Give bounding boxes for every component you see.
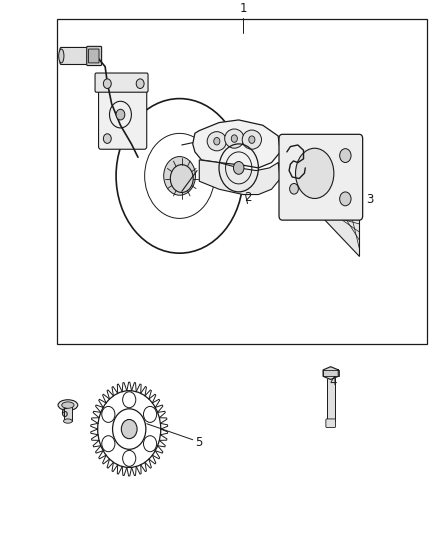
Text: 4: 4	[329, 375, 337, 387]
Circle shape	[231, 135, 237, 142]
Ellipse shape	[58, 400, 78, 410]
Bar	[64, 405, 72, 421]
Circle shape	[121, 419, 137, 439]
Circle shape	[340, 192, 351, 206]
Ellipse shape	[296, 148, 334, 198]
Ellipse shape	[62, 402, 74, 408]
Circle shape	[249, 136, 255, 143]
Bar	[57, 19, 427, 344]
Circle shape	[233, 161, 244, 174]
Circle shape	[164, 157, 195, 195]
Bar	[323, 370, 339, 376]
FancyBboxPatch shape	[279, 134, 363, 220]
Polygon shape	[193, 120, 280, 168]
Ellipse shape	[242, 130, 261, 149]
FancyBboxPatch shape	[88, 49, 99, 63]
Polygon shape	[199, 160, 280, 195]
Ellipse shape	[64, 419, 72, 423]
Polygon shape	[323, 367, 338, 379]
Circle shape	[103, 134, 111, 143]
Circle shape	[136, 79, 144, 88]
Bar	[327, 378, 335, 421]
FancyBboxPatch shape	[87, 46, 102, 66]
FancyBboxPatch shape	[326, 419, 336, 427]
Text: 3: 3	[367, 193, 374, 206]
Ellipse shape	[207, 132, 226, 151]
Text: 1: 1	[239, 2, 247, 15]
FancyBboxPatch shape	[99, 83, 147, 149]
Text: 5: 5	[196, 436, 203, 449]
Ellipse shape	[225, 129, 244, 148]
Circle shape	[103, 79, 111, 88]
Text: 6: 6	[60, 407, 67, 419]
Circle shape	[116, 109, 125, 120]
FancyBboxPatch shape	[95, 73, 148, 92]
Polygon shape	[321, 216, 359, 256]
Circle shape	[214, 138, 220, 145]
Circle shape	[290, 183, 298, 194]
FancyBboxPatch shape	[60, 47, 89, 64]
Circle shape	[340, 149, 351, 163]
Ellipse shape	[59, 49, 64, 63]
Text: 2: 2	[244, 191, 251, 204]
